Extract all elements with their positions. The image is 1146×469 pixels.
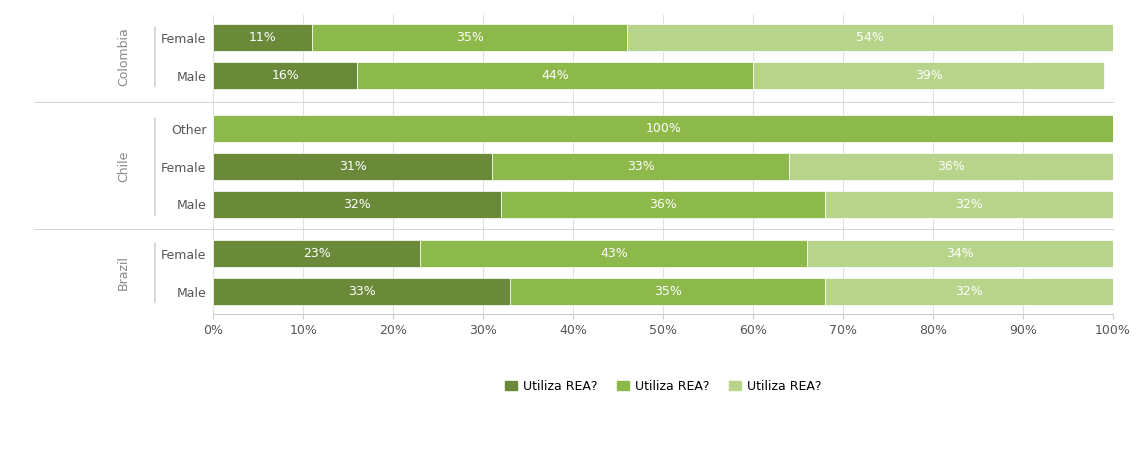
Bar bbox=[213, 191, 501, 218]
Text: 100%: 100% bbox=[645, 122, 681, 135]
Bar bbox=[213, 62, 358, 89]
Text: 11%: 11% bbox=[249, 31, 277, 44]
Bar bbox=[501, 191, 825, 218]
Bar bbox=[213, 278, 510, 305]
Bar bbox=[421, 240, 807, 267]
Text: Chile: Chile bbox=[117, 151, 129, 182]
Bar bbox=[753, 62, 1104, 89]
Text: 33%: 33% bbox=[348, 285, 376, 298]
Text: 16%: 16% bbox=[272, 69, 299, 82]
Bar bbox=[213, 24, 313, 52]
Bar bbox=[825, 191, 1113, 218]
Bar bbox=[213, 240, 421, 267]
Text: 33%: 33% bbox=[627, 160, 654, 173]
Text: 32%: 32% bbox=[956, 285, 983, 298]
Bar bbox=[825, 278, 1113, 305]
Bar bbox=[213, 153, 493, 180]
Text: 43%: 43% bbox=[599, 247, 628, 260]
Text: 32%: 32% bbox=[344, 198, 371, 211]
Bar bbox=[213, 115, 1113, 142]
Text: 34%: 34% bbox=[947, 247, 974, 260]
Text: Colombia: Colombia bbox=[117, 27, 129, 86]
Bar bbox=[358, 62, 753, 89]
Bar bbox=[627, 24, 1113, 52]
Legend: Utiliza REA?, Utiliza REA?, Utiliza REA?: Utiliza REA?, Utiliza REA?, Utiliza REA? bbox=[500, 375, 827, 398]
Bar bbox=[807, 240, 1113, 267]
Bar bbox=[510, 278, 825, 305]
Text: Brazil: Brazil bbox=[117, 255, 129, 290]
Text: 23%: 23% bbox=[303, 247, 331, 260]
Text: 31%: 31% bbox=[339, 160, 367, 173]
Bar bbox=[313, 24, 627, 52]
Text: 36%: 36% bbox=[937, 160, 965, 173]
Text: 54%: 54% bbox=[856, 31, 884, 44]
Text: 35%: 35% bbox=[654, 285, 682, 298]
Text: 36%: 36% bbox=[650, 198, 677, 211]
Text: 35%: 35% bbox=[456, 31, 484, 44]
Text: 44%: 44% bbox=[541, 69, 570, 82]
Bar bbox=[790, 153, 1113, 180]
Text: 39%: 39% bbox=[915, 69, 942, 82]
Text: 32%: 32% bbox=[956, 198, 983, 211]
Bar bbox=[493, 153, 790, 180]
